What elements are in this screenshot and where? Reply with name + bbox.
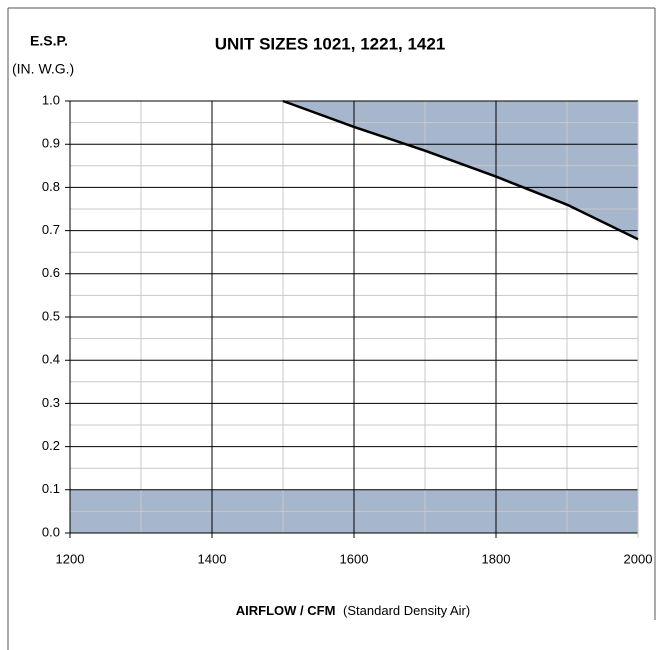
y-tick-label: 0.1 — [42, 481, 60, 496]
y-tick-label: 0.0 — [42, 524, 60, 539]
x-tick-label: 1200 — [56, 551, 85, 566]
curve — [282, 99, 639, 241]
y-tick-label: 0.7 — [42, 222, 60, 237]
x-tick-label: 2000 — [624, 551, 653, 566]
y-tick-label: 0.2 — [42, 438, 60, 453]
x-tick-label: 1600 — [340, 551, 369, 566]
y-axis-units: (IN. W.G.) — [12, 61, 74, 77]
shaded-area — [283, 101, 638, 240]
chart-title: UNIT SIZES 1021, 1221, 1421 — [215, 34, 446, 53]
x-axis-note: (Standard Density Air) — [343, 603, 470, 618]
y-tick-label: 0.4 — [42, 352, 60, 367]
y-tick-label: 0.9 — [42, 136, 60, 151]
x-tick-label: 1400 — [198, 551, 227, 566]
y-tick-label: 0.6 — [42, 265, 60, 280]
x-axis-label: AIRFLOW / CFM — [236, 603, 336, 618]
y-tick-label: 0.3 — [42, 395, 60, 410]
y-tick-label: 0.5 — [42, 308, 60, 323]
y-tick-label: 0.8 — [42, 179, 60, 194]
y-tick-label: 1.0 — [42, 92, 60, 107]
x-axis-title: AIRFLOW / CFM (Standard Density Air) — [236, 603, 470, 618]
x-tick-label: 1800 — [482, 551, 511, 566]
y-axis-title: E.S.P. — [30, 33, 68, 49]
